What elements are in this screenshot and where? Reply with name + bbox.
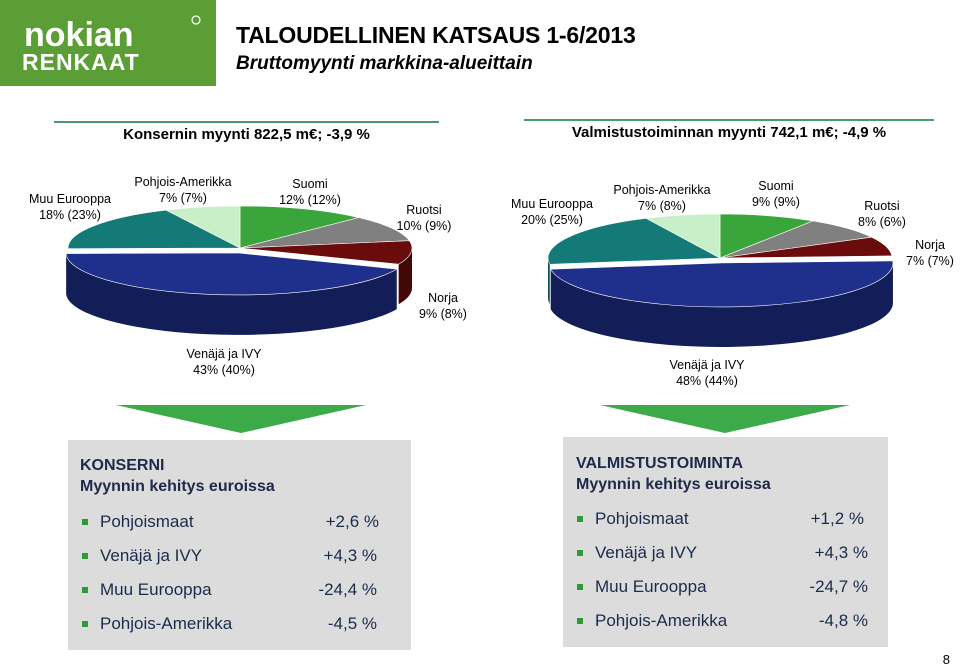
right-title-rule <box>524 119 934 121</box>
bullet-square-icon <box>82 519 88 525</box>
valmistus-heading-1: VALMISTUSTOIMINTA <box>576 455 744 472</box>
list-item: Pohjois-Amerikka -4,8 % <box>577 611 874 633</box>
pie1-label-pohjois-amerikka: Pohjois-Amerikka 7% (8%) <box>613 182 710 214</box>
pie1-label-norja-value: 7% (7%) <box>906 254 954 268</box>
pie-slice-venaja <box>65 252 398 296</box>
list-item: Pohjois-Amerikka -4,5 % <box>82 614 397 636</box>
list-item: Venäjä ja IVY +4,3 % <box>82 546 397 568</box>
bullet-square-icon <box>82 587 88 593</box>
pie1-label-norja: Norja 7% (7%) <box>906 237 954 269</box>
konserni-heading-2: Myynnin kehitys euroissa <box>80 478 275 495</box>
bullet-square-icon <box>577 584 583 590</box>
pie0-label-venaja-name: Venäjä ja IVY <box>186 347 262 361</box>
pie1-label-venaja-name: Venäjä ja IVY <box>669 358 745 372</box>
list-item: Pohjoismaat +2,6 % <box>82 512 397 534</box>
pie-slice-side-muu_eurooppa <box>548 258 550 305</box>
pie-slice-muu_eurooppa <box>67 209 241 249</box>
pie0-label-pohjois-amerikka-value: 7% (7%) <box>159 191 207 205</box>
konserni-pie-chart <box>0 0 480 400</box>
pie1-label-venaja-value: 48% (44%) <box>676 374 738 388</box>
logo-graphic: nokian RENKAAT <box>0 0 216 86</box>
valmistus-pie-svg <box>547 213 894 347</box>
page-number: 8 <box>942 652 950 667</box>
pie-slice-venaja <box>550 260 894 308</box>
pie0-label-muu-eurooppa-value: 18% (23%) <box>39 208 101 222</box>
pie-slice-pohjois_amerikka <box>165 205 241 249</box>
valmistus-pie-chart <box>480 0 960 400</box>
pie-slice-side-venaja <box>550 262 893 347</box>
pie0-label-norja-value: 9% (8%) <box>419 307 467 321</box>
page-subtitle: Bruttomyynti markkina-alueittain <box>236 53 533 74</box>
pie1-label-ruotsi: Ruotsi 8% (6%) <box>858 198 906 230</box>
list-item: Muu Eurooppa -24,7 % <box>577 577 874 599</box>
list-item: Pohjoismaat +1,2 % <box>577 509 874 531</box>
valmistus-heading-2: Myynnin kehitys euroissa <box>576 476 771 493</box>
valmistus-box-heading: VALMISTUSTOIMINTA Myynnin kehitys eurois… <box>576 453 771 495</box>
pie-slice-norja <box>719 236 893 259</box>
pie-slice-norja <box>239 240 413 265</box>
pie1-label-ruotsi-name: Ruotsi <box>864 199 900 213</box>
pie0-label-norja: Norja 9% (8%) <box>419 290 467 322</box>
pie1-label-venaja: Venäjä ja IVY 48% (44%) <box>669 357 744 389</box>
bullet-square-icon <box>577 550 583 556</box>
pie1-label-muu-eurooppa-name: Muu Eurooppa <box>510 197 594 211</box>
pie0-label-suomi-value: 12% (12%) <box>279 193 341 207</box>
pie-slice-suomi <box>239 205 359 249</box>
valmistus-summary-box: VALMISTUSTOIMINTA Myynnin kehitys eurois… <box>563 437 888 647</box>
bullet-square-icon <box>577 618 583 624</box>
konserni-box-heading: KONSERNI Myynnin kehitys euroissa <box>80 455 275 497</box>
right-down-arrow-icon <box>600 405 850 433</box>
list-item: Muu Eurooppa -24,4 % <box>82 580 397 602</box>
bullet-square-icon <box>577 516 583 522</box>
pie1-label-pohjois-amerikka-value: 7% (8%) <box>638 199 686 213</box>
nokian-renkaat-logo: nokian RENKAAT <box>0 0 216 86</box>
pie0-label-norja-name: Norja <box>428 291 458 305</box>
pie-slice-suomi <box>719 213 815 259</box>
pie0-label-muu-eurooppa: Muu Eurooppa 18% (23%) <box>29 191 111 223</box>
konserni-heading-1: KONSERNI <box>80 457 165 474</box>
pie1-label-muu-eurooppa: Muu Eurooppa 20% (25%) <box>511 196 593 228</box>
pie0-label-venaja-value: 43% (40%) <box>193 363 255 377</box>
logo-text-top: nokian <box>24 16 134 54</box>
pie0-label-venaja: Venäjä ja IVY 43% (40%) <box>186 346 261 378</box>
pie1-label-muu-eurooppa-value: 20% (25%) <box>521 213 583 227</box>
right-chart-title: Valmistustoiminnan myynti 742,1 m€; -4,9… <box>571 124 887 141</box>
pie1-label-suomi: Suomi 9% (9%) <box>752 178 800 210</box>
left-chart-title: Konsernin myynti 822,5 m€; -3,9 % <box>123 126 370 143</box>
pie-slice-ruotsi <box>239 217 410 249</box>
pie-slice-pohjois_amerikka <box>645 213 721 259</box>
page-title: TALOUDELLINEN KATSAUS 1-6/2013 <box>236 22 636 48</box>
pie0-label-ruotsi: Ruotsi 10% (9%) <box>397 202 452 234</box>
pie1-label-ruotsi-value: 8% (6%) <box>858 215 906 229</box>
list-item: Venäjä ja IVY +4,3 % <box>577 543 874 565</box>
bullet-square-icon <box>82 553 88 559</box>
pie1-label-suomi-value: 9% (9%) <box>752 195 800 209</box>
pie1-label-pohjois-amerikka-name: Pohjois-Amerikka <box>613 183 711 197</box>
pie1-label-norja-name: Norja <box>915 238 945 252</box>
pie1-label-suomi-name: Suomi <box>758 179 794 193</box>
pie0-label-pohjois-amerikka-name: Pohjois-Amerikka <box>134 175 232 189</box>
pie0-label-ruotsi-name: Ruotsi <box>406 203 442 217</box>
bullet-square-icon <box>82 621 88 627</box>
konserni-pie-svg <box>65 205 413 335</box>
pie-slice-side-norja <box>398 248 412 305</box>
pie-slice-side-venaja <box>66 253 397 335</box>
konserni-summary-box: KONSERNI Myynnin kehitys euroissa Pohjoi… <box>68 440 411 650</box>
left-title-rule <box>54 121 439 123</box>
pie0-label-ruotsi-value: 10% (9%) <box>396 219 452 233</box>
pie0-label-muu-eurooppa-name: Muu Eurooppa <box>28 192 112 206</box>
pie0-label-pohjois-amerikka: Pohjois-Amerikka 7% (7%) <box>134 174 231 206</box>
registered-mark-icon <box>191 15 201 25</box>
pie0-label-suomi: Suomi 12% (12%) <box>279 176 341 208</box>
left-down-arrow-icon <box>116 405 366 433</box>
pie-slice-muu_eurooppa <box>547 217 722 265</box>
logo-text-bottom: RENKAAT <box>22 49 140 75</box>
pie0-label-suomi-name: Suomi <box>292 177 328 191</box>
